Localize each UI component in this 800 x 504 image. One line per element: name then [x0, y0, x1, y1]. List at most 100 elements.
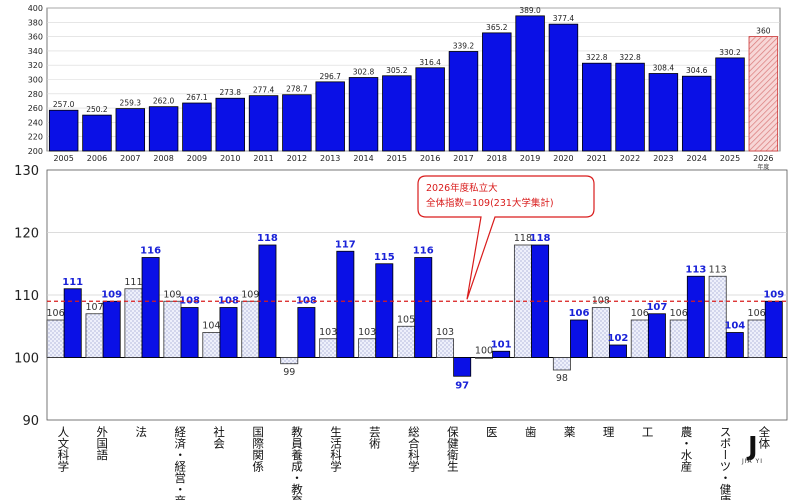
bottom-bar-dotted	[591, 307, 610, 358]
bottom-bar-dotted-label: 106	[631, 308, 649, 319]
bottom-bar-solid	[297, 307, 316, 358]
top-bar-forecast	[748, 36, 779, 152]
bottom-bar-solid-label: 115	[374, 252, 395, 263]
bottom-x-category-label: 人文科学	[56, 426, 70, 472]
top-bar	[48, 109, 79, 152]
top-y-tick-label: 320	[28, 61, 43, 70]
top-bar-value-label: 304.6	[686, 66, 708, 75]
top-bar	[82, 114, 112, 152]
top-x-tick-label: 2023	[653, 154, 673, 163]
top-bar	[648, 73, 679, 152]
top-bar-value-label: 389.0	[519, 6, 541, 15]
bottom-bar-dotted	[85, 313, 104, 358]
bottom-x-category-label: 農・水産	[680, 425, 694, 473]
top-bar-value-label: 330.2	[719, 48, 741, 57]
top-bar	[448, 51, 479, 152]
top-bar-value-label: 308.4	[653, 63, 675, 72]
top-x-tick-label: 2019	[520, 154, 540, 163]
bottom-bar-dotted	[163, 300, 182, 358]
top-bar	[415, 67, 445, 152]
bottom-bar-dotted-label: 103	[319, 327, 337, 338]
top-bar-value-label: 322.8	[619, 53, 641, 62]
bottom-bar-dotted-label: 99	[283, 367, 295, 378]
top-x-tick-label: 2024	[687, 154, 707, 163]
top-y-tick-label: 340	[28, 47, 43, 56]
bottom-bar-dotted-label: 100	[475, 346, 493, 357]
top-bar	[382, 75, 412, 152]
bottom-bar-solid	[764, 300, 783, 358]
bottom-bar-solid-label: 108	[218, 296, 239, 307]
top-bar-value-label: 278.7	[286, 85, 308, 94]
bottom-x-category-label: 医	[485, 426, 499, 438]
bottom-bar-solid-label: 118	[530, 233, 551, 244]
bottom-bar-dotted	[552, 357, 571, 371]
top-bar-value-label: 377.4	[553, 14, 575, 23]
top-y-tick-label: 400	[28, 4, 43, 13]
top-x-tick-label: 2018	[487, 154, 507, 163]
top-bar	[148, 106, 179, 152]
bottom-x-category-label: スポーツ・健康	[718, 426, 732, 500]
top-x-tick-label: 2021	[587, 154, 607, 163]
top-x-tick-label: 2007	[120, 154, 140, 163]
top-bar-value-label: 305.2	[386, 66, 408, 75]
annotation-line-1: 2026年度私立大	[426, 182, 498, 194]
top-bar-value-label: 277.4	[253, 86, 275, 95]
bottom-x-category-label: 法	[134, 425, 148, 437]
bottom-bar-dotted	[280, 357, 299, 365]
bottom-bar-dotted	[747, 319, 766, 358]
top-y-tick-label: 380	[28, 18, 43, 27]
bottom-x-category-label: 総合科学	[407, 425, 421, 472]
watermark-text: JIA YI	[741, 458, 763, 465]
top-bar	[482, 32, 512, 152]
bottom-bar-dotted-label: 111	[124, 277, 142, 288]
bottom-bar-dotted	[436, 338, 455, 358]
bottom-x-category-label: 経済・経営・商	[173, 426, 187, 500]
top-bar	[182, 102, 212, 152]
bottom-y-tick-label: 100	[14, 352, 39, 367]
bottom-bar-solid	[686, 275, 705, 358]
top-x-tick-label: 2017	[453, 154, 473, 163]
top-x-tick-label: 2009	[187, 154, 207, 163]
bottom-y-tick-label: 110	[14, 289, 39, 304]
bottom-bar-solid-label: 113	[685, 264, 706, 275]
top-x-tick-label: 2016	[420, 154, 440, 163]
bottom-bar-solid-label: 104	[724, 321, 745, 332]
top-x-unit-label: 年度	[757, 163, 769, 171]
bottom-bar-dotted	[319, 338, 338, 358]
annotation-callout-box	[417, 175, 595, 300]
bottom-x-category-label: 理	[602, 426, 616, 438]
top-bar-value-label: 259.3	[120, 99, 142, 108]
bottom-bar-dotted	[241, 300, 260, 358]
bottom-bar-solid-label: 106	[569, 308, 590, 319]
bottom-bar-solid-label: 116	[140, 246, 161, 257]
bottom-bar-solid-label: 111	[62, 277, 83, 288]
top-bar-value-label: 273.8	[220, 88, 242, 97]
bottom-x-category-label: 工	[641, 426, 655, 438]
top-x-tick-label: 2008	[153, 154, 173, 163]
top-bar	[715, 57, 745, 152]
bottom-bar-solid	[492, 350, 511, 358]
bottom-bar-solid	[63, 288, 82, 358]
bottom-x-category-label: 薬	[563, 426, 577, 438]
top-y-tick-label: 300	[28, 76, 43, 85]
top-bar-value-label: 267.1	[186, 93, 208, 102]
top-bar-value-label: 365.2	[486, 23, 508, 32]
top-bar	[548, 23, 579, 152]
bottom-x-category-label: 保健衛生	[446, 425, 460, 472]
bottom-bar-solid-label: 102	[608, 333, 629, 344]
bottom-bar-solid	[336, 250, 355, 358]
bottom-bar-dotted	[630, 319, 649, 358]
top-x-tick-label: 2006	[87, 154, 107, 163]
bottom-bar-dotted	[708, 275, 727, 358]
bottom-bar-solid-label: 97	[455, 380, 469, 391]
bottom-bar-dotted-label: 104	[202, 321, 220, 332]
bottom-bar-solid-label: 117	[335, 239, 356, 250]
bottom-bar-dotted	[124, 288, 143, 358]
bottom-bar-solid	[375, 263, 394, 358]
bottom-bar-dotted-label: 106	[46, 308, 64, 319]
top-bar-value-label: 339.2	[453, 41, 475, 50]
bottom-bar-dotted-label: 103	[358, 327, 376, 338]
bottom-bar-solid-label: 118	[257, 233, 278, 244]
